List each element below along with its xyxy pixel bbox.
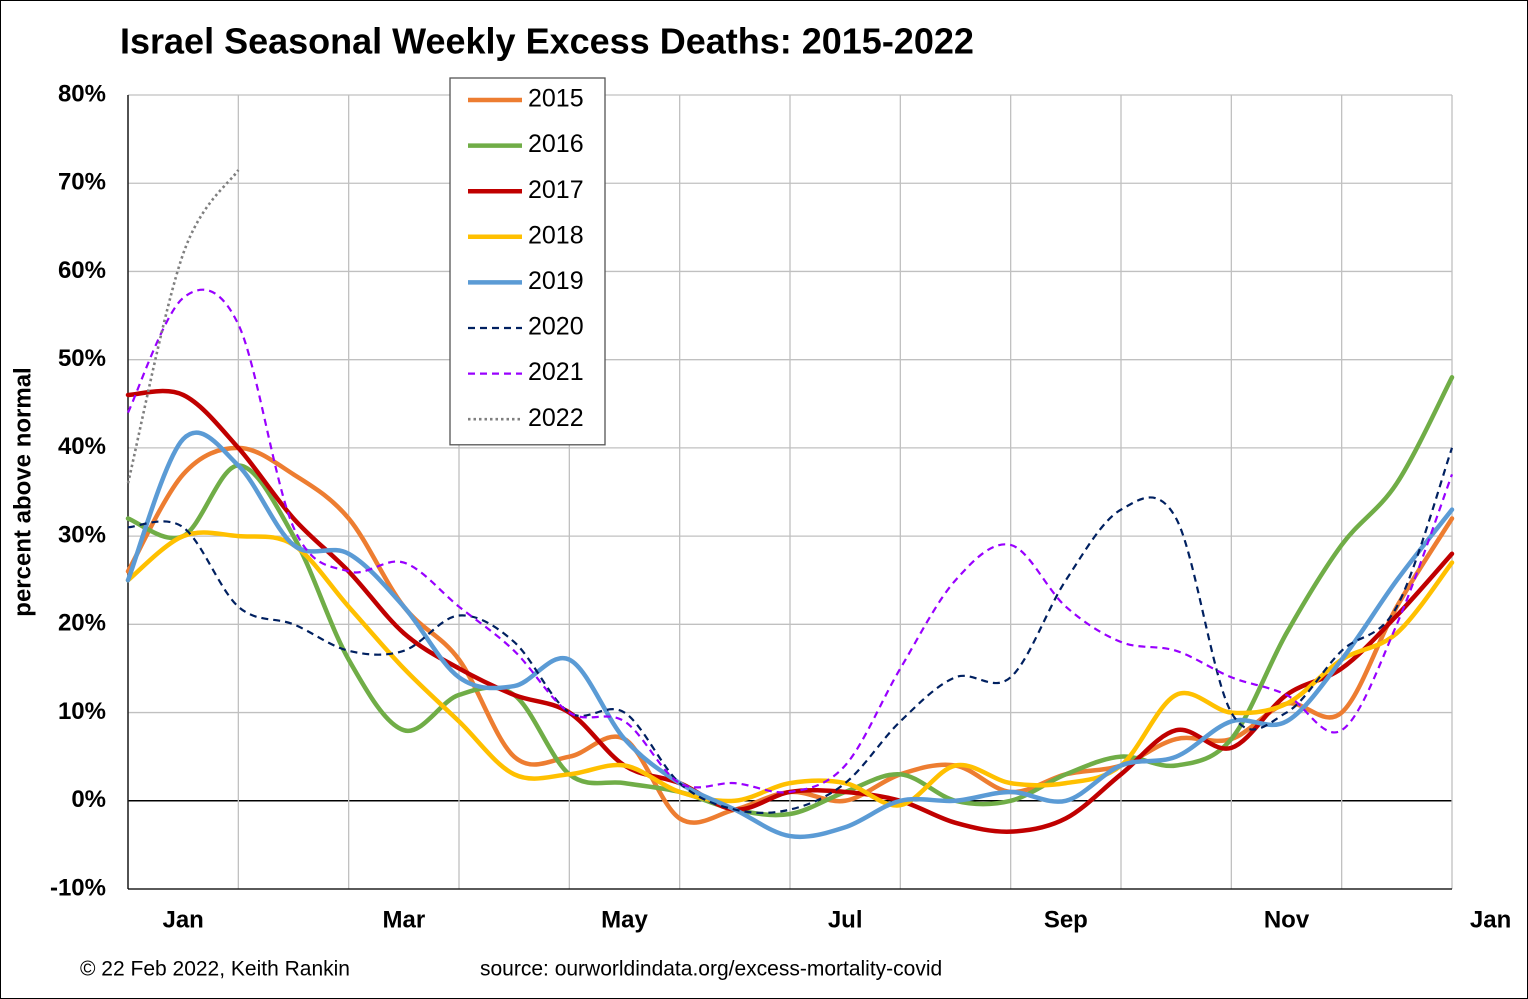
y-tick-label: 60% [58,257,106,284]
series-line [125,430,1455,840]
legend-label: 2015 [528,85,584,113]
y-tick-label: 10% [58,698,106,725]
series-line [125,530,1455,808]
y-tick-label: 40% [58,433,106,460]
chart-title: Israel Seasonal Weekly Excess Deaths: 20… [120,21,974,62]
y-axis-label: percent above normal [9,367,36,616]
series-line [127,288,1454,794]
footer-right: source: ourworldindata.org/excess-mortal… [480,958,942,981]
x-tick-label: Jan [162,906,203,933]
x-tick-label: May [601,906,648,933]
legend-label: 2018 [528,221,584,249]
x-tick-label: Sep [1044,906,1088,933]
x-tick-label: Nov [1264,906,1310,933]
y-tick-label: 70% [58,169,106,196]
series-line [125,375,1455,818]
legend-label: 2021 [528,358,584,386]
y-tick-label: 30% [58,521,106,548]
legend-label: 2022 [528,404,584,432]
y-tick-label: 80% [58,80,106,107]
x-tick-label: Jan [1470,906,1511,933]
y-tick-label: 0% [71,786,106,813]
legend: 2015 2016 2017 2018 2019 2020 2021 2022 [449,77,606,446]
legend-label: 2019 [528,267,584,295]
legend-label: 2016 [528,130,584,158]
grid: -10% 0% 10% 20% 30% 40% 50% 60% 70% 80% Jan Mar May J… [50,80,1511,933]
y-tick-label: 20% [58,610,106,637]
legend-label: 2020 [528,313,584,341]
y-tick-label: -10% [50,874,106,901]
series-line [127,447,1454,815]
x-tick-label: Mar [382,906,425,933]
footer-left: © 22 Feb 2022, Keith Rankin [80,958,350,981]
lines [125,169,1455,840]
legend-box [449,77,606,446]
y-tick-label: 50% [58,345,106,372]
x-tick-label: Jul [828,906,863,933]
legend-label: 2017 [528,176,584,204]
